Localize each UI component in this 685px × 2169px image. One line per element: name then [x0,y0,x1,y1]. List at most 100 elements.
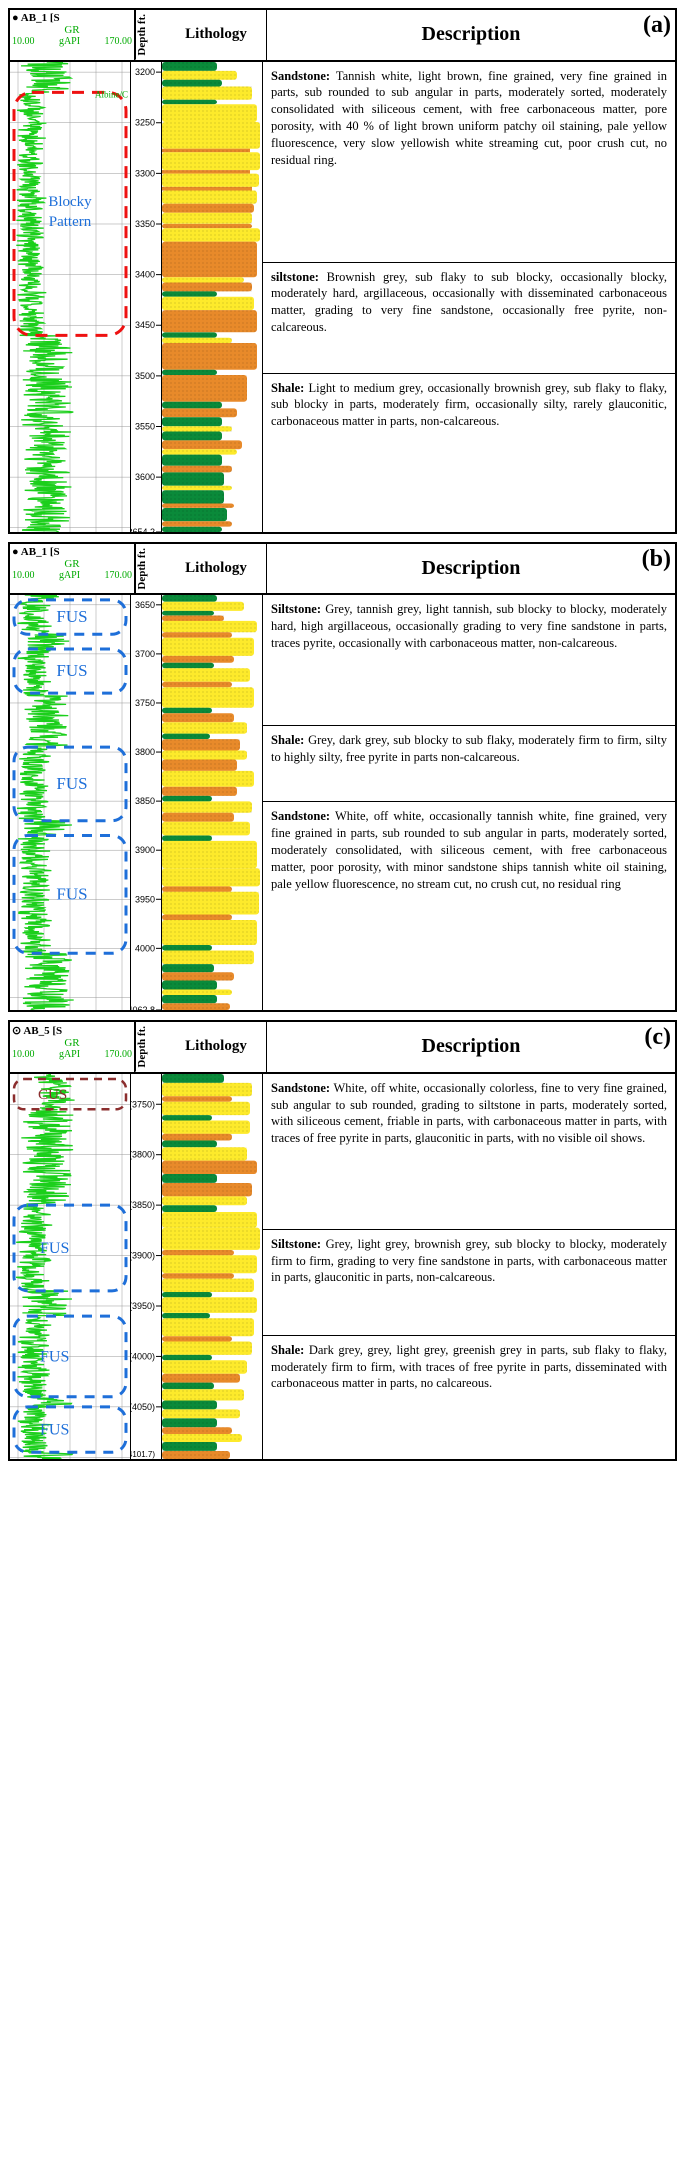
description-block: Shale: Grey, dark grey, sub blocky to su… [263,726,675,802]
lith-track [162,595,263,1010]
description-block: Siltstone: Grey, tannish grey, light tan… [263,595,675,726]
scale-mid: gAPI [59,1049,80,1060]
svg-text:CUS: CUS [38,1087,67,1103]
depth-header: Depth ft. [135,544,166,594]
svg-text:(4101.7): (4101.7) [131,1450,155,1459]
svg-text:(3750): (3750) [131,1099,155,1109]
lith-body: Dark grey, grey, light grey, greenish gr… [271,1343,667,1391]
lith-body: Grey, tannish grey, light tannish, sub b… [271,602,667,650]
gr-track: CUS FUS FUS FUS [10,1074,131,1459]
lith-title: siltstone: [271,270,319,284]
description-block: Sandstone: White, off white, occasionall… [263,802,675,997]
description-block: Sandstone: White, off white, occasionall… [263,1074,675,1230]
scale-right: 170.00 [105,570,133,581]
description-block: Shale: Dark grey, grey, light grey, gree… [263,1336,675,1451]
svg-text:(3900): (3900) [131,1250,155,1260]
svg-text:4000: 4000 [135,943,155,953]
lith-body: White, off white, occasionally tannish w… [271,809,667,891]
lith-title: Shale: [271,733,304,747]
svg-text:FUS: FUS [40,1421,69,1438]
scale-left: 10.00 [12,570,35,581]
lith-body: Tannish white, light brown, fine grained… [271,69,667,167]
gr-header: ● AB_1 [S GR 10.00 gAPI 170.00 [10,10,135,60]
desc-header: Description(b) [267,544,675,594]
lith-body: White, off white, occasionally colorless… [271,1081,667,1146]
svg-text:3350: 3350 [135,219,155,229]
description-block: Shale: Light to medium grey, occasionall… [263,374,675,499]
gr-label: GR [12,24,132,36]
svg-text:3750: 3750 [135,698,155,708]
svg-text:FUS: FUS [56,774,87,793]
well-name: ● AB_1 [S [12,546,132,558]
gr-label: GR [12,558,132,570]
svg-text:(3800): (3800) [131,1149,155,1159]
lith-title: Siltstone: [271,602,321,616]
svg-text:3950: 3950 [135,894,155,904]
svg-text:3850: 3850 [135,796,155,806]
scale-mid: gAPI [59,570,80,581]
well-name: ● AB_1 [S [12,12,132,24]
scale-mid: gAPI [59,36,80,47]
depth-header: Depth ft. [135,10,166,60]
lith-title: Sandstone: [271,1081,330,1095]
scale-right: 170.00 [105,36,133,47]
svg-text:3654.2: 3654.2 [131,527,155,532]
svg-text:3400: 3400 [135,269,155,279]
svg-text:3500: 3500 [135,370,155,380]
desc-track: Sandstone: White, off white, occasionall… [263,1074,675,1459]
desc-track: Siltstone: Grey, tannish grey, light tan… [263,595,675,1010]
depth-header: Depth ft. [135,1022,166,1072]
svg-text:3900: 3900 [135,845,155,855]
svg-text:(4050): (4050) [131,1402,155,1412]
lith-title: Sandstone: [271,69,330,83]
lith-body: Brownish grey, sub flaky to sub blocky, … [271,270,667,335]
lith-title: Sandstone: [271,809,330,823]
panel-c: ⊙ AB_5 [S GR 10.00gAPI170.00 Depth ft. L… [8,1020,677,1461]
gr-label: GR [12,1037,132,1049]
lith-body: Light to medium grey, occasionally brown… [271,381,667,429]
svg-text:Albine/C: Albine/C [95,89,128,99]
panel-letter: (c) [644,1024,671,1051]
panel-a: ● AB_1 [S GR 10.00 gAPI 170.00 Depth ft. L… [8,8,677,534]
lith-title: Siltstone: [271,1237,321,1251]
svg-text:3650: 3650 [135,600,155,610]
well-name: ⊙ AB_5 [S [12,1024,132,1037]
desc-track: Sandstone: Tannish white, light brown, f… [263,62,675,532]
lith-header: Lithology [166,544,267,594]
svg-text:3550: 3550 [135,421,155,431]
gr-track: FUSFUSFUSFUS [10,595,131,1010]
panel-letter: (b) [642,546,671,573]
description-block: siltstone: Brownish grey, sub flaky to s… [263,263,675,374]
description-block: Sandstone: Tannish white, light brown, f… [263,62,675,263]
svg-text:FUS: FUS [40,1240,69,1257]
lith-track [162,62,263,532]
lith-header: Lithology [166,1022,267,1072]
desc-header: Description(c) [267,1022,675,1072]
gr-header: ● AB_1 [S GR 10.00 gAPI 170.00 [10,544,135,594]
lith-body: Grey, dark grey, sub blocky to sub flaky… [271,733,667,764]
lith-title: Shale: [271,381,304,395]
gr-header: ⊙ AB_5 [S GR 10.00gAPI170.00 [10,1022,135,1072]
svg-text:3800: 3800 [135,747,155,757]
depth-track: 365037003750380038503900395040004062.8 [131,595,162,1010]
desc-header: Description(a) [267,10,675,60]
svg-text:3600: 3600 [135,472,155,482]
panel-letter: (a) [643,12,671,39]
svg-text:Blocky: Blocky [48,193,92,209]
svg-text:3450: 3450 [135,320,155,330]
depth-track: 3200325033003350340034503500355036003654… [131,62,162,532]
depth-track: (3750)(3800)(3850)(3900)(3950)(4000)(405… [131,1074,162,1459]
scale-left: 10.00 [12,36,35,47]
svg-text:3300: 3300 [135,168,155,178]
svg-text:3200: 3200 [135,67,155,77]
lith-title: Shale: [271,1343,304,1357]
lith-track [162,1074,263,1459]
svg-text:FUS: FUS [40,1348,69,1365]
lith-header: Lithology [166,10,267,60]
scale-left: 10.00 [12,1049,35,1060]
svg-text:4062.8: 4062.8 [131,1005,155,1010]
description-block: Siltstone: Grey, light grey, brownish gr… [263,1230,675,1336]
svg-text:FUS: FUS [56,884,87,903]
lith-body: Grey, light grey, brownish grey, sub blo… [271,1237,667,1285]
svg-text:Pattern: Pattern [49,213,92,229]
